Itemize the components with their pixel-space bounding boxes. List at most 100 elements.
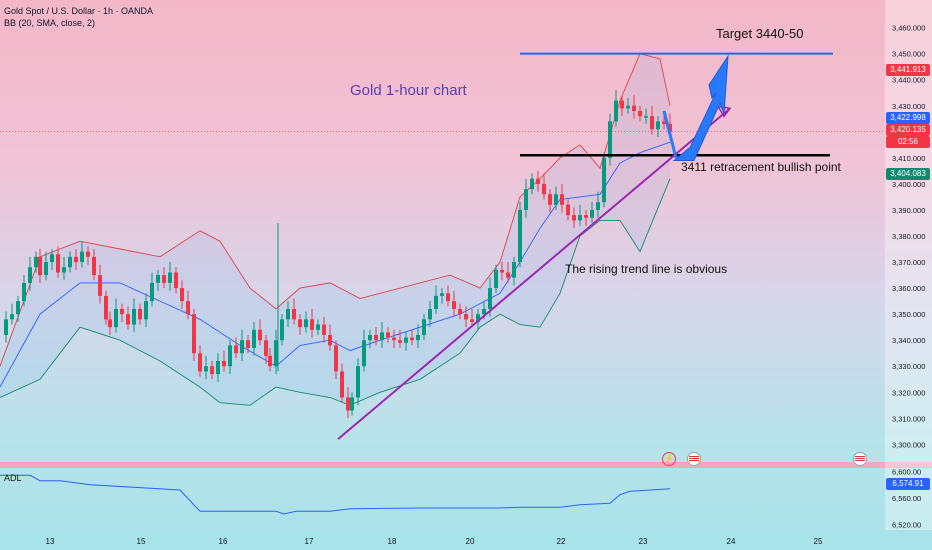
- time-tick-label: 18: [388, 537, 397, 546]
- candle-body: [274, 340, 278, 367]
- candle-body: [50, 254, 54, 263]
- chart-label: Gold 1-hour chart: [350, 82, 467, 99]
- candle-body: [500, 269, 504, 273]
- time-tick-label: 15: [137, 537, 146, 546]
- candle-body: [566, 204, 570, 216]
- candle-body: [346, 397, 350, 411]
- time-axis-background: [0, 530, 932, 550]
- candle-body: [602, 157, 606, 203]
- time-tick-label: 13: [46, 537, 55, 546]
- candle-body: [216, 361, 220, 375]
- time-tick-label: 23: [639, 537, 648, 546]
- retracement-label: 3411 retracement bullish point: [681, 160, 841, 174]
- candle-body: [252, 329, 256, 348]
- bollinger-upper-line: [0, 53, 671, 367]
- price-tick-label: 3,460.000: [892, 24, 925, 33]
- candle-body: [620, 100, 624, 109]
- candle-body: [310, 319, 314, 330]
- candle-body: [108, 319, 112, 328]
- price-tick-label: 3,360.000: [892, 284, 925, 293]
- price-tick-label: 3,340.000: [892, 336, 925, 345]
- candle-body: [304, 319, 308, 328]
- candle-body: [554, 194, 558, 205]
- candle-body: [542, 183, 546, 195]
- candle-body: [156, 275, 160, 283]
- price-tick-label: 3,300.000: [892, 440, 925, 449]
- candle-body: [68, 256, 72, 268]
- candle-body: [340, 371, 344, 398]
- candle-body: [44, 262, 48, 276]
- candle-body: [482, 308, 486, 315]
- price-tick-label: 3,380.000: [892, 232, 925, 241]
- bollinger-fill: [0, 53, 670, 406]
- candle-body: [328, 334, 332, 346]
- price-axis-background: [885, 0, 932, 550]
- candle-body: [228, 345, 232, 367]
- last-price-tag: 3,420.135: [886, 124, 930, 136]
- candle-body: [614, 100, 618, 122]
- candle-body: [22, 282, 26, 302]
- time-tick-label: 20: [466, 537, 475, 546]
- adl-line: [0, 474, 671, 515]
- candle-body: [548, 194, 552, 205]
- adl-pane-label[interactable]: ADL: [4, 473, 22, 483]
- price-tick-label: 3,370.000: [892, 258, 925, 267]
- candle-body: [138, 308, 142, 320]
- candle-body: [356, 366, 360, 398]
- candle-body: [470, 319, 474, 322]
- candle-body: [74, 256, 78, 263]
- adl-tick-label: 6,520.00: [892, 521, 921, 530]
- candle-body: [560, 194, 564, 205]
- candle-body: [268, 355, 272, 367]
- candle-body: [98, 275, 102, 296]
- candle-body: [374, 334, 378, 341]
- price-tick-label: 3,310.000: [892, 414, 925, 423]
- candle-body: [350, 397, 354, 411]
- time-tick-label: 22: [557, 537, 566, 546]
- candle-body: [168, 272, 172, 283]
- candle-body: [464, 314, 468, 320]
- us-flag-icon[interactable]: [853, 452, 867, 466]
- candle-body: [428, 308, 432, 320]
- candle-body: [536, 178, 540, 184]
- candle-body: [476, 314, 480, 322]
- candle-body: [632, 105, 636, 111]
- adl-value-tag: 6,574.91: [886, 478, 930, 490]
- price-tick-label: 3,400.000: [892, 180, 925, 189]
- candle-body: [398, 340, 402, 343]
- trend-label: The rising trend line is obvious: [565, 262, 728, 276]
- candle-body: [62, 267, 66, 273]
- candle-body: [416, 334, 420, 341]
- us-flag-icon[interactable]: [687, 452, 701, 466]
- price-tick-label: 3,320.000: [892, 388, 925, 397]
- lightning-icon[interactable]: ⚡: [662, 452, 676, 466]
- price-tick-label: 3,330.000: [892, 362, 925, 371]
- candle-body: [28, 267, 32, 283]
- candle-body: [10, 314, 14, 320]
- candle-body: [626, 105, 630, 109]
- projection-arrow-down: [662, 110, 678, 159]
- time-tick-label: 24: [727, 537, 736, 546]
- candle-body: [198, 353, 202, 372]
- lower-band-tag: 3,404.083: [886, 168, 930, 180]
- price-tick-label: 3,430.000: [892, 102, 925, 111]
- price-tick-label: 3,450.000: [892, 50, 925, 59]
- candle-body: [286, 308, 290, 320]
- candle-body: [144, 301, 148, 320]
- candle-body: [210, 366, 214, 375]
- pane-separator: [0, 462, 932, 468]
- candle-body: [104, 295, 108, 320]
- candle-body: [246, 340, 250, 348]
- candle-body: [446, 293, 450, 302]
- price-tick-label: 3,410.000: [892, 154, 925, 163]
- adl-tick-label: 6,600.00: [892, 467, 921, 476]
- candle-body: [186, 301, 190, 315]
- candle-body: [16, 301, 20, 315]
- candle-body: [392, 337, 396, 341]
- candle-body: [258, 329, 262, 341]
- candle-body: [292, 308, 296, 320]
- candle-body: [506, 272, 510, 278]
- indicator-label[interactable]: BB (20, SMA, close, 2): [4, 18, 96, 28]
- candle-body: [518, 209, 522, 263]
